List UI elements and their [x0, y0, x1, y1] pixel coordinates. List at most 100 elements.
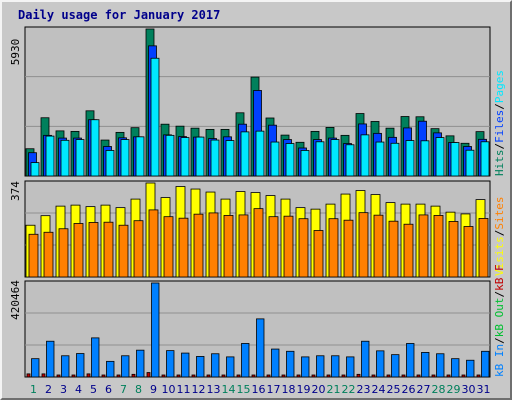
sites-bar: [118, 224, 129, 278]
day-label: 20: [312, 383, 326, 396]
pages-bar: [90, 119, 100, 177]
sites-bar: [328, 218, 339, 278]
day-label: 15: [237, 383, 251, 396]
sites-bar: [58, 228, 69, 278]
pages-bar: [285, 143, 295, 177]
day-label: 14: [222, 383, 236, 396]
legend-entry: kB F: [493, 264, 506, 291]
kbin-bar: [301, 356, 310, 378]
kbf-bar: [146, 372, 151, 378]
kbf-bar: [266, 374, 271, 378]
day-label: 27: [417, 383, 431, 396]
sites-bar: [433, 215, 444, 278]
pages-bar: [300, 150, 310, 177]
day-label: 1: [30, 383, 37, 396]
pages-bar: [165, 134, 175, 177]
legend-visits-sites: Visits/Sites: [493, 197, 506, 277]
kbf-bar: [446, 374, 451, 378]
legend-entry: Visits: [493, 236, 506, 276]
kbf-bar: [311, 374, 316, 378]
pages-bar: [255, 130, 265, 177]
pages-bar: [30, 162, 40, 177]
kbf-bar: [86, 373, 91, 378]
kbin-bar: [466, 359, 475, 378]
kbf-bar: [401, 374, 406, 378]
kbin-bar: [106, 360, 115, 378]
kbf-bar: [476, 374, 481, 378]
pages-bar: [390, 142, 400, 177]
day-label: 19: [297, 383, 311, 396]
kbin-bar: [376, 350, 385, 378]
day-label: 16: [252, 383, 266, 396]
sites-bar: [163, 216, 174, 278]
day-label: 21: [327, 383, 341, 396]
pages-bar: [120, 139, 130, 177]
day-label: 12: [192, 383, 206, 396]
kbf-bar: [41, 373, 46, 378]
pages-bar: [225, 140, 235, 177]
sites-bar: [223, 215, 234, 278]
day-label: 10: [162, 383, 176, 396]
kbf-bar: [371, 374, 376, 378]
x-axis-day-labels: 1 2 3 4 5 6 7 8 9 10 11 12 13 14 15 16 17 18 19 20 21 22 23 24 2…: [30, 383, 491, 396]
legend-text: Hits/Files/Pages: [493, 70, 506, 176]
kbin-bar: [226, 356, 235, 378]
kbin-bar: [346, 356, 355, 378]
kbin-bar: [136, 349, 145, 378]
kbin-bar: [61, 355, 70, 378]
kbin-bar: [331, 355, 340, 378]
day-label: 23: [357, 383, 371, 396]
legend-entry: /: [493, 103, 506, 110]
kbf-bar: [326, 374, 331, 378]
pages-bar: [480, 141, 490, 177]
sites-bar: [463, 226, 474, 278]
pages-bar: [345, 144, 355, 177]
legend-entry: /: [493, 291, 506, 298]
day-label: 11: [177, 383, 191, 396]
legend-entry: Pages: [493, 70, 506, 103]
kbin-bar: [451, 358, 460, 378]
kb-plot: [24, 280, 491, 378]
kbf-bar: [296, 374, 301, 378]
day-label: 7: [120, 383, 127, 396]
sites-bar: [268, 216, 279, 278]
kbin-bar: [256, 318, 265, 378]
chart-title: Daily usage for January 2017: [18, 8, 220, 22]
kbin-bar: [241, 343, 250, 378]
kbin-bar: [436, 353, 445, 378]
kbin-bar: [31, 358, 40, 378]
day-label: 25: [387, 383, 401, 396]
day-label: 22: [342, 383, 356, 396]
kbin-bar: [91, 337, 100, 378]
sites-bar: [448, 221, 459, 278]
kbf-bar: [56, 374, 61, 378]
legend-entry: /: [493, 337, 506, 344]
kbf-bar: [191, 374, 196, 378]
pages-bar: [135, 136, 145, 177]
day-label: 28: [432, 383, 446, 396]
visits-sites-plot: [24, 180, 491, 278]
sites-bar: [253, 208, 264, 278]
kbf-bar: [71, 374, 76, 378]
kbin-bar: [421, 352, 430, 378]
pages-bar: [405, 140, 415, 177]
kbin-bar: [391, 354, 400, 378]
pages-bar: [180, 137, 190, 177]
day-label: 18: [282, 383, 296, 396]
day-label: 29: [447, 383, 461, 396]
pages-bar: [210, 139, 220, 177]
pages-bar: [75, 139, 85, 177]
sites-bar: [208, 212, 219, 278]
day-label: 13: [207, 383, 221, 396]
kbf-bar: [281, 374, 286, 378]
kbin-bar: [406, 343, 415, 378]
sites-bar: [178, 217, 189, 278]
pages-bar: [195, 136, 205, 177]
pages-bar: [240, 131, 250, 177]
ymax-kb-label: 420464: [9, 280, 22, 320]
day-label: 2: [45, 383, 52, 396]
sites-bar: [478, 218, 489, 278]
sites-bar: [148, 209, 159, 278]
kbin-bar: [286, 350, 295, 378]
